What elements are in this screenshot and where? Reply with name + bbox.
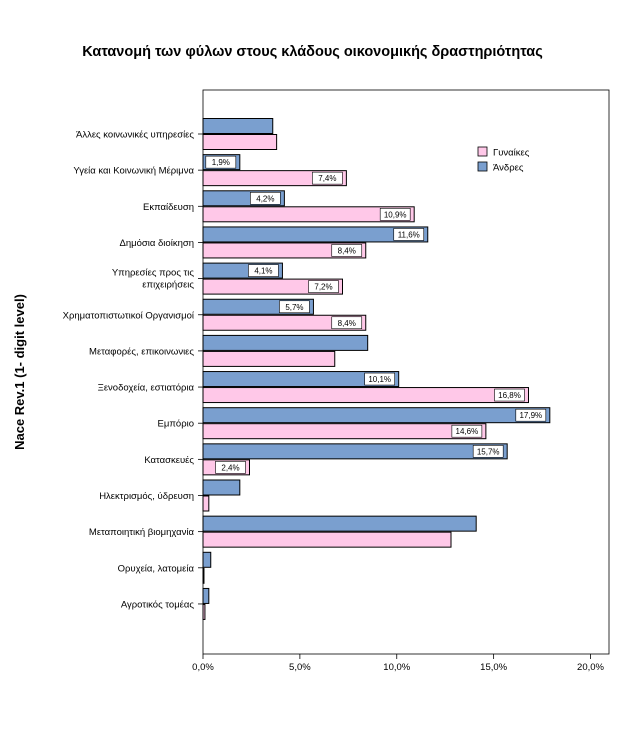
men-bar bbox=[202, 515, 477, 532]
women-bar bbox=[202, 350, 336, 367]
data-label: 1,9% bbox=[212, 158, 230, 167]
data-label: 4,1% bbox=[254, 267, 272, 276]
women-bar bbox=[202, 495, 210, 512]
data-label: 11,6% bbox=[398, 230, 420, 239]
data-label: 8,4% bbox=[338, 319, 356, 328]
legend: Γυναίκες Άνδρες bbox=[477, 146, 530, 174]
men-bar bbox=[202, 371, 400, 388]
category-label: Εμπόριο bbox=[158, 419, 194, 430]
legend-swatch-women bbox=[477, 146, 488, 157]
category-label: Μεταφορές, επικοινωνιες bbox=[89, 346, 194, 357]
data-label: 7,4% bbox=[318, 174, 336, 183]
data-label-box bbox=[364, 372, 395, 386]
data-label: 14,6% bbox=[456, 427, 479, 436]
category-label: Εκπαίδευση bbox=[143, 202, 194, 213]
men-bar bbox=[202, 226, 429, 243]
data-label-box bbox=[379, 208, 411, 221]
x-tick-label: 10,0% bbox=[383, 662, 410, 673]
men-bar bbox=[202, 118, 274, 134]
x-tick-label: 15,0% bbox=[480, 662, 507, 673]
category-label: Δημόσια διοίκηση bbox=[120, 238, 194, 249]
data-label-box bbox=[248, 264, 279, 277]
data-label: 8,4% bbox=[338, 246, 356, 255]
chart-title: Κατανομή των φύλων στους κλάδους οικονομ… bbox=[82, 44, 543, 60]
category-label: Ορυχεία, λατομεία bbox=[118, 563, 195, 574]
x-tick-label: 0,0% bbox=[192, 662, 214, 673]
data-label: 10,9% bbox=[384, 210, 407, 219]
data-label-box bbox=[472, 445, 504, 458]
data-label-box bbox=[205, 155, 237, 169]
women-bar bbox=[202, 242, 367, 259]
women-bar bbox=[202, 567, 205, 584]
y-axis-title: Nace Rev.1 (1- digit level) bbox=[12, 294, 27, 450]
category-label: Ηλεκτρισμός, ύδρευση bbox=[99, 491, 194, 502]
men-bar bbox=[202, 407, 551, 424]
data-label-box bbox=[250, 192, 281, 205]
legend-label-women: Γυναίκες bbox=[493, 148, 530, 159]
women-bar bbox=[202, 314, 367, 331]
data-label-box bbox=[215, 461, 246, 474]
data-label-box bbox=[312, 171, 343, 185]
men-bar bbox=[202, 479, 241, 496]
data-label-box bbox=[331, 316, 363, 330]
women-bar bbox=[202, 423, 487, 440]
data-label-box bbox=[515, 408, 547, 422]
category-label: Υπηρεσίες προς τις επιχειρήσεις bbox=[112, 268, 195, 291]
category-label: Μεταποιητική βιομηχανία bbox=[89, 527, 195, 538]
category-label: Χρηματοπιστωτικοί Οργανισμοί bbox=[63, 310, 195, 321]
women-bar bbox=[202, 387, 529, 404]
data-label-box bbox=[494, 388, 525, 402]
women-bar bbox=[202, 206, 415, 223]
women-bar bbox=[202, 278, 343, 295]
data-label-box bbox=[451, 424, 483, 438]
data-label: 5,7% bbox=[285, 303, 303, 312]
data-label: 2,4% bbox=[221, 463, 239, 472]
data-label: 17,9% bbox=[519, 411, 542, 420]
x-tick-label: 5,0% bbox=[289, 662, 311, 673]
category-label: Ξενοδοχεία, εστιατόρια bbox=[98, 383, 195, 394]
women-bar bbox=[202, 170, 347, 187]
data-label-box bbox=[393, 228, 425, 241]
data-label-box bbox=[308, 280, 339, 293]
data-label: 4,2% bbox=[256, 194, 274, 203]
women-bar bbox=[202, 603, 206, 620]
data-label: 10,1% bbox=[368, 375, 391, 384]
data-label: 7,2% bbox=[314, 283, 332, 292]
data-label-box bbox=[331, 244, 363, 257]
category-label: Υγεία και Κοινωνική Μέριμνα bbox=[73, 166, 194, 177]
men-bar bbox=[202, 587, 210, 604]
men-bar bbox=[202, 551, 212, 568]
data-label: 15,7% bbox=[477, 447, 500, 456]
data-label: 16,8% bbox=[498, 391, 521, 400]
x-tick-label: 20,0% bbox=[577, 662, 604, 673]
legend-label-men: Άνδρες bbox=[493, 163, 524, 174]
women-bar bbox=[202, 134, 278, 150]
category-label: Κατασκευές bbox=[144, 455, 194, 466]
data-label-box bbox=[279, 300, 310, 314]
men-bar bbox=[202, 334, 369, 351]
category-label: Αγροτικός τομέας bbox=[121, 599, 195, 610]
category-label: Άλλες κοινωνικές υπηρεσίες bbox=[76, 130, 194, 141]
women-bar bbox=[202, 531, 452, 548]
men-bar bbox=[202, 443, 508, 460]
legend-swatch-men bbox=[477, 161, 488, 172]
